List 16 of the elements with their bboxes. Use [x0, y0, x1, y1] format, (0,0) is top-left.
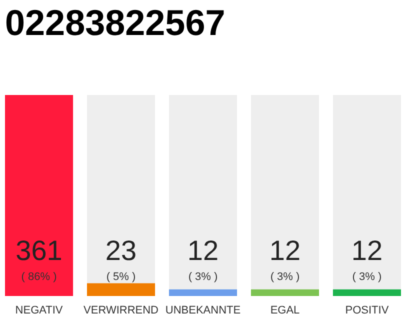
chart-title: 02283822567: [5, 2, 226, 43]
annotation: ( 3% ): [188, 271, 218, 283]
data-label: 12: [187, 235, 219, 266]
x-tick-label: VERWIRREND: [84, 304, 159, 316]
x-tick-label: POSITIV: [345, 304, 390, 316]
x-tick-label: EGAL: [270, 304, 300, 316]
x-tick-label: UNBEKANNTE: [165, 304, 241, 316]
data-label: 12: [351, 235, 383, 266]
data-label: 361: [16, 235, 62, 266]
data-label: 12: [269, 235, 301, 266]
data-label: 23: [105, 235, 137, 266]
annotation: ( 3% ): [352, 271, 382, 283]
annotation: ( 86% ): [21, 271, 57, 283]
annotation: ( 3% ): [270, 271, 300, 283]
annotation: ( 5% ): [106, 271, 136, 283]
x-tick-label: NEGATIV: [15, 304, 64, 316]
